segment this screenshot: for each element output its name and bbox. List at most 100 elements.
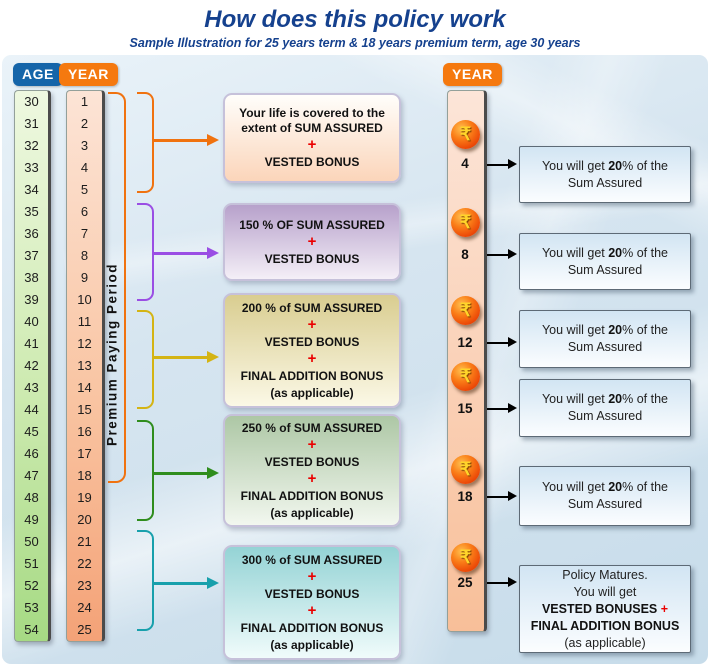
year-cell: 18 [77,468,92,483]
text-line: + [308,569,317,585]
age-cell: 43 [24,380,39,395]
age-cell: 39 [24,292,39,307]
year-cell: 4 [80,160,89,175]
year-cell: 20 [77,512,92,527]
rupee-symbol: ₹ [459,366,472,386]
age-cell: 33 [24,160,39,175]
text-segment: 20 [608,392,623,406]
text-line: (as applicable) [270,506,353,521]
age-cell: 47 [24,468,39,483]
year-cell: 10 [77,292,92,307]
text-segment: Sum Assured [567,262,643,277]
age-cell: 54 [24,622,39,637]
arrow-shaft [487,495,509,498]
arrow-head-icon [508,491,517,501]
text-segment: FINAL ADDITION BONUS [240,368,384,383]
text-segment: (as applicable) [270,505,354,520]
year-cell: 23 [77,578,92,593]
payout-year-column [447,90,487,632]
payout-arrow [487,491,517,502]
text-line: Sum Assured [568,175,642,192]
text-segment: Sum Assured [567,175,643,190]
text-line: You will get 20% of the [542,479,668,496]
text-segment: VESTED BONUSES [541,601,661,616]
benefit-arrow [152,247,219,260]
arrow-shaft [152,582,208,585]
year-group-bracket [137,420,154,521]
year-group-bracket [137,92,154,193]
age-cell: 41 [24,336,39,351]
payout-year-number: 4 [461,156,469,171]
text-line: FINAL ADDITION BONUS [531,618,680,635]
text-line: + [308,603,317,619]
text-line: 150 % OF SUM ASSURED [239,218,385,233]
arrow-shaft [487,407,509,410]
age-cell: 52 [24,578,39,593]
year-cell: 3 [80,138,89,153]
year-cell: 16 [77,424,92,439]
text-line: + [307,469,317,487]
year-cell: 25 [77,622,92,637]
year-group-bracket [137,310,154,409]
text-line: + [308,437,317,453]
text-line: You will get [574,584,637,601]
text-segment: FINAL ADDITION BONUS [530,618,680,633]
text-segment: You will get [541,392,609,406]
text-segment: (as applicable) [564,635,646,650]
text-line: VESTED BONUSES + [542,601,668,618]
payout-box: You will get 20% of the Sum Assured [519,146,691,203]
year-cell: 13 [77,358,92,373]
text-segment: You will get [541,323,609,337]
age-cell: 48 [24,490,39,505]
year-cell: 19 [77,490,92,505]
age-cell: 36 [24,226,39,241]
benefit-box: Your life is covered to the extent of SU… [223,93,401,183]
premium-paying-period-bracket [108,92,126,483]
payout-box: You will get 20% of the Sum Assured [519,379,691,437]
text-line: 250 % of SUM ASSURED [242,421,382,436]
payout-arrow [487,403,517,414]
text-line: + [308,317,317,333]
arrow-shaft [152,139,208,142]
text-segment: You will get [541,480,609,494]
year-cell: 11 [77,314,92,329]
age-cell: 44 [24,402,39,417]
text-line: You will get 20% of the [542,245,668,262]
age-cell: 50 [24,534,39,549]
text-line: + [308,137,317,153]
arrow-head-icon [207,577,219,589]
rupee-symbol: ₹ [459,459,472,479]
age-cell: 38 [24,270,39,285]
text-line: VESTED BONUS [265,335,360,350]
arrow-head-icon [508,403,517,413]
text-segment: VESTED BONUS [264,454,360,469]
age-cell: 42 [24,358,39,373]
year-column-header: YEAR [59,63,118,86]
year-cell: 15 [77,402,92,417]
text-segment: VESTED BONUS [264,251,360,266]
text-segment: Your life is covered to the extent of SU… [239,106,385,135]
year-cell: 24 [77,600,92,615]
payout-year-number: 25 [457,575,473,590]
plus-sign: + [307,349,317,367]
benefit-arrow [152,577,219,590]
age-cell: 32 [24,138,39,153]
benefit-arrow [152,134,219,147]
rupee-coin-icon: ₹ [451,543,480,572]
age-cell: 37 [24,248,39,263]
text-line: You will get 20% of the [542,158,668,175]
rupee-symbol: ₹ [459,547,472,567]
plus-sign: + [660,601,669,616]
text-segment: VESTED BONUS [264,155,360,169]
text-line: (as applicable) [270,638,353,653]
rupee-symbol: ₹ [459,300,472,320]
text-segment: 300 % of SUM ASSURED [241,552,383,567]
text-segment: Sum Assured [567,340,643,354]
text-line: VESTED BONUS [265,155,360,170]
text-segment: VESTED BONUS [264,586,360,601]
arrow-head-icon [207,134,219,146]
plus-sign: + [307,469,317,487]
payout-arrow [487,577,517,588]
age-column-header: AGE [13,63,63,86]
